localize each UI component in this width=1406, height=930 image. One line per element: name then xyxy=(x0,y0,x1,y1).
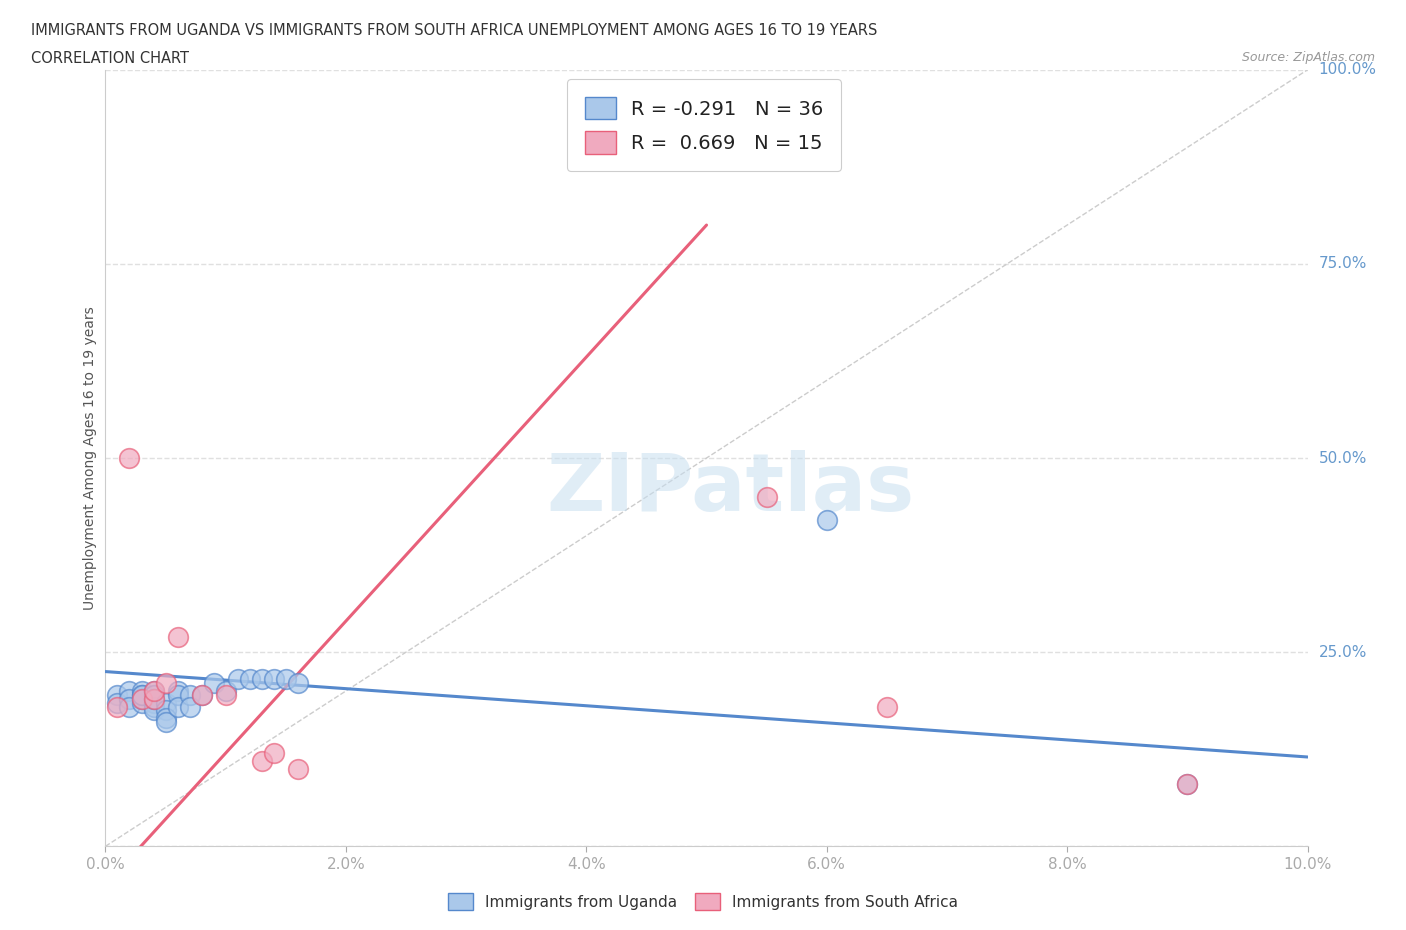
Point xyxy=(263,746,285,761)
Point xyxy=(142,684,165,698)
Point xyxy=(190,687,212,702)
Point xyxy=(876,699,898,714)
Point xyxy=(815,512,838,527)
Legend: R = -0.291   N = 36, R =  0.669   N = 15: R = -0.291 N = 36, R = 0.669 N = 15 xyxy=(567,79,841,171)
Text: 25.0%: 25.0% xyxy=(1319,644,1367,659)
Point xyxy=(155,703,177,718)
Point xyxy=(131,696,153,711)
Point xyxy=(142,684,165,698)
Text: 100.0%: 100.0% xyxy=(1319,62,1376,77)
Point xyxy=(214,684,236,698)
Point xyxy=(118,684,141,698)
Point xyxy=(166,699,188,714)
Point xyxy=(107,696,129,711)
Point xyxy=(155,696,177,711)
Point xyxy=(142,696,165,711)
Point xyxy=(239,671,262,686)
Text: Source: ZipAtlas.com: Source: ZipAtlas.com xyxy=(1241,51,1375,64)
Point xyxy=(1175,777,1198,791)
Point xyxy=(142,691,165,706)
Text: ZIPatlas: ZIPatlas xyxy=(547,450,915,528)
Text: IMMIGRANTS FROM UGANDA VS IMMIGRANTS FROM SOUTH AFRICA UNEMPLOYMENT AMONG AGES 1: IMMIGRANTS FROM UGANDA VS IMMIGRANTS FRO… xyxy=(31,23,877,38)
Point xyxy=(142,703,165,718)
Point xyxy=(155,711,177,725)
Point xyxy=(118,451,141,466)
Point xyxy=(263,671,285,686)
Point xyxy=(142,691,165,706)
Point xyxy=(179,687,201,702)
Point xyxy=(214,687,236,702)
Point xyxy=(287,676,309,691)
Point xyxy=(118,699,141,714)
Point xyxy=(131,691,153,706)
Point xyxy=(107,699,129,714)
Point xyxy=(131,691,153,706)
Legend: Immigrants from Uganda, Immigrants from South Africa: Immigrants from Uganda, Immigrants from … xyxy=(440,885,966,918)
Point xyxy=(250,753,273,768)
Point xyxy=(202,676,225,691)
Point xyxy=(166,630,188,644)
Point xyxy=(155,714,177,729)
Point xyxy=(166,687,188,702)
Point xyxy=(226,671,249,686)
Point xyxy=(118,691,141,706)
Point xyxy=(166,684,188,698)
Point xyxy=(107,687,129,702)
Point xyxy=(142,687,165,702)
Point xyxy=(250,671,273,686)
Point xyxy=(179,699,201,714)
Point xyxy=(131,687,153,702)
Point xyxy=(142,699,165,714)
Point xyxy=(755,489,778,504)
Y-axis label: Unemployment Among Ages 16 to 19 years: Unemployment Among Ages 16 to 19 years xyxy=(83,306,97,610)
Point xyxy=(155,676,177,691)
Point xyxy=(1175,777,1198,791)
Point xyxy=(190,687,212,702)
Point xyxy=(131,684,153,698)
Point xyxy=(274,671,297,686)
Text: 75.0%: 75.0% xyxy=(1319,257,1367,272)
Point xyxy=(287,761,309,776)
Text: CORRELATION CHART: CORRELATION CHART xyxy=(31,51,188,66)
Text: 50.0%: 50.0% xyxy=(1319,450,1367,466)
Point xyxy=(131,687,153,702)
